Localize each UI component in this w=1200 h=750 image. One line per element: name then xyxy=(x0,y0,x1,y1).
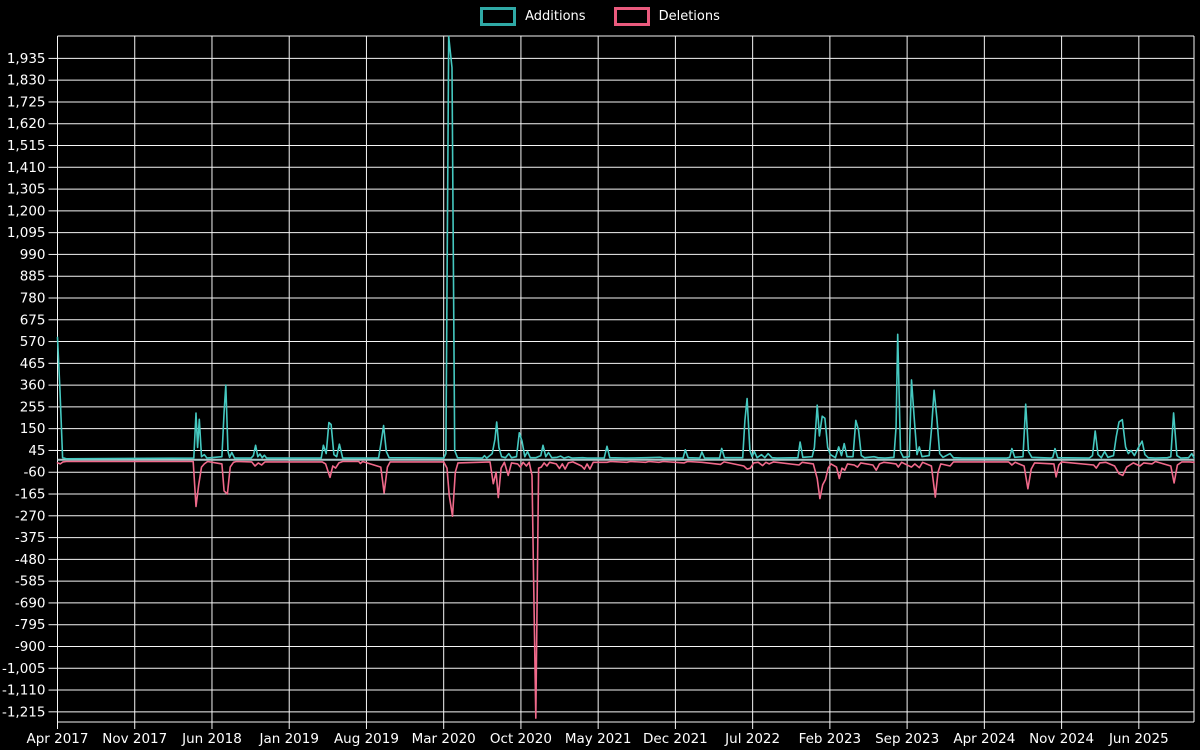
additions-swatch-icon xyxy=(480,7,517,26)
y-tick-label: 1,305 xyxy=(7,182,46,198)
y-tick-label: -1,005 xyxy=(2,661,46,677)
y-tick-label: -165 xyxy=(15,487,46,503)
x-tick-label: Oct 2020 xyxy=(490,731,552,747)
y-tick-label: 1,095 xyxy=(7,225,46,241)
x-tick-label: Feb 2023 xyxy=(799,731,862,747)
y-tick-label: 1,830 xyxy=(7,73,46,89)
y-tick-label: 360 xyxy=(20,378,46,394)
y-tick-label: 465 xyxy=(20,356,46,372)
x-axis-labels: Apr 2017 Nov 2017 Jun 2018 Jan 2019 Aug 2019… xyxy=(26,731,1168,747)
legend-item-deletions[interactable]: Deletions xyxy=(613,7,720,26)
x-tick-label: Mar 2020 xyxy=(412,731,476,747)
x-tick-label: Apr 2024 xyxy=(953,731,1015,747)
y-tick-label: 1,410 xyxy=(7,160,46,176)
gridlines xyxy=(57,35,1195,723)
y-tick-label: 1,935 xyxy=(7,51,46,67)
x-tick-label: Jun 2025 xyxy=(1108,731,1169,747)
additions-line xyxy=(56,35,1195,460)
x-tick-label: Jun 2018 xyxy=(181,731,242,747)
y-tick-label: 570 xyxy=(20,334,46,350)
y-tick-label: -585 xyxy=(15,574,46,590)
x-tick-label: May 2021 xyxy=(565,731,632,747)
y-tick-label: 150 xyxy=(20,421,46,437)
x-tick-label: Dec 2021 xyxy=(643,731,708,747)
x-tick-label: Sep 2023 xyxy=(875,731,939,747)
axis-ticks xyxy=(48,57,1140,729)
y-tick-label: -795 xyxy=(15,617,46,633)
y-tick-label: -480 xyxy=(15,552,46,568)
deletions-line xyxy=(56,460,1195,719)
y-tick-label: 255 xyxy=(20,399,46,415)
y-tick-label: 1,200 xyxy=(7,203,46,219)
legend-item-additions[interactable]: Additions xyxy=(480,7,586,26)
x-tick-label: Nov 2017 xyxy=(102,731,167,747)
x-tick-label: Apr 2017 xyxy=(26,731,88,747)
y-tick-label: -60 xyxy=(23,465,45,481)
y-tick-label: 1,725 xyxy=(7,94,46,110)
chart-legend: Additions Deletions xyxy=(0,7,1200,26)
deletions-swatch-icon xyxy=(613,7,650,26)
x-tick-label: Jan 2019 xyxy=(258,731,318,747)
y-tick-label: 885 xyxy=(20,269,46,285)
y-tick-label: -900 xyxy=(15,639,46,655)
y-tick-label: 1,515 xyxy=(7,138,46,154)
y-axis-labels: 1,935 1,830 1,725 1,620 1,515 1,410 1,305 1,200… xyxy=(2,51,46,720)
y-tick-label: -1,110 xyxy=(2,683,46,699)
y-tick-label: 45 xyxy=(28,443,45,459)
y-tick-label: -270 xyxy=(15,508,46,524)
legend-label-additions: Additions xyxy=(525,9,586,24)
y-tick-label: 1,620 xyxy=(7,116,46,132)
x-tick-label: Nov 2024 xyxy=(1029,731,1094,747)
y-tick-label: -1,215 xyxy=(2,704,46,720)
y-tick-label: 990 xyxy=(20,247,46,263)
legend-label-deletions: Deletions xyxy=(658,9,720,24)
x-tick-label: Aug 2019 xyxy=(334,731,399,747)
y-tick-label: -375 xyxy=(15,530,46,546)
y-tick-label: -690 xyxy=(15,595,46,611)
x-tick-label: Jul 2022 xyxy=(724,731,780,747)
y-tick-label: 780 xyxy=(20,290,46,306)
y-tick-label: 675 xyxy=(20,312,46,328)
